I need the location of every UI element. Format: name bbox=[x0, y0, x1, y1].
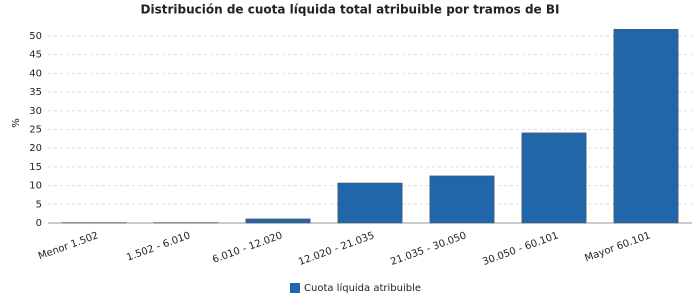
y-tick-label: 30 bbox=[29, 106, 42, 117]
legend-swatch bbox=[290, 283, 300, 293]
x-tick-label: 6.010 - 12.020 bbox=[211, 230, 284, 266]
x-tick-label: 12.020 - 21.035 bbox=[297, 230, 376, 268]
y-tick-label: 15 bbox=[29, 162, 42, 173]
chart-title: Distribución de cuota líquida total atri… bbox=[141, 3, 560, 17]
x-tick-label: 30.050 - 60.101 bbox=[481, 230, 560, 268]
x-tick-label: 1.502 - 6.010 bbox=[125, 230, 192, 263]
x-tick-label: Menor 1.502 bbox=[37, 230, 100, 262]
bar bbox=[429, 175, 495, 224]
y-tick-label: 5 bbox=[36, 199, 42, 210]
y-tick-label: 50 bbox=[29, 31, 42, 42]
y-tick-label: 0 bbox=[36, 218, 42, 229]
x-tick-label: Mayor 60.101 bbox=[583, 230, 652, 264]
bar bbox=[521, 132, 587, 224]
y-axis-label: % bbox=[11, 118, 22, 128]
x-tick-label: 21.035 - 30.050 bbox=[389, 230, 468, 268]
y-tick-label: 40 bbox=[29, 68, 42, 79]
y-tick-label: 45 bbox=[29, 50, 42, 61]
legend-label: Cuota líquida atribuible bbox=[304, 282, 421, 294]
bar bbox=[337, 182, 403, 224]
bar bbox=[613, 28, 679, 224]
y-tick-label: 25 bbox=[29, 124, 42, 135]
y-tick-label: 35 bbox=[29, 87, 42, 98]
bar bbox=[245, 218, 311, 224]
y-tick-label: 10 bbox=[29, 181, 42, 192]
y-tick-label: 20 bbox=[29, 143, 42, 154]
